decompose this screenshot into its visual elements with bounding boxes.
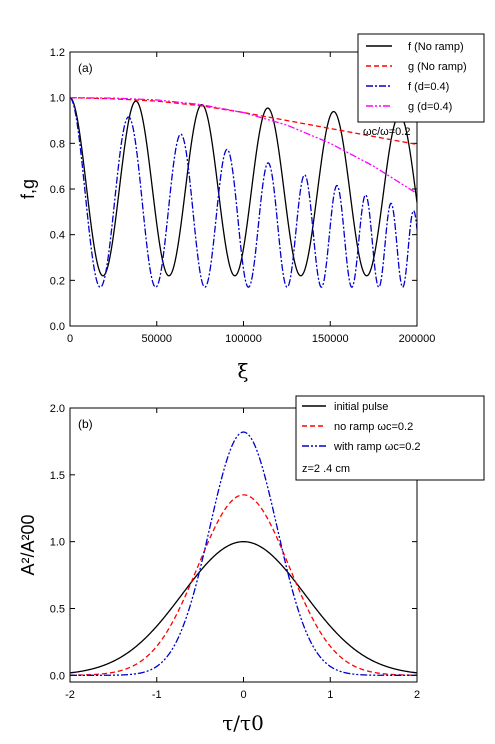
panel-b-series-line-0 <box>69 541 418 674</box>
panel-b-y-tick-label: 0.0 <box>50 670 65 682</box>
panel-b-series <box>69 431 418 676</box>
panel-a-series-line-2 <box>69 97 418 288</box>
legend-label-initial-pulse: initial pulse <box>334 401 388 413</box>
panel-a-y-tick-label: 0.2 <box>50 275 65 287</box>
panel-b-x-tick-label: 2 <box>414 689 420 701</box>
panel-b-y-tick-label: 0.5 <box>50 603 65 615</box>
panel-a-series-line-3 <box>69 97 418 195</box>
panel-b-ticks: -2 -1 0 1 2 0.0 0.5 1.0 1.5 2.0 <box>50 403 420 701</box>
panel-b-x-tick-label: -2 <box>65 689 75 701</box>
panel-a-y-tick-label: 1.2 <box>50 47 65 59</box>
panel-b-label: (b) <box>78 417 93 431</box>
panel-b-legend-box <box>295 395 485 481</box>
legend-label-g-d04: g (d=0.4) <box>408 101 452 113</box>
panel-a-plot-frame <box>69 51 418 327</box>
panel-a-legend: f (No ramp) g (No ramp) f (d=0.4) g (d=0… <box>357 33 485 123</box>
panel-b-series-line-1 <box>69 494 418 676</box>
legend-label-g-no-ramp: g (No ramp) <box>408 61 467 73</box>
panel-a-series-line-1 <box>69 97 418 146</box>
panel-b-y-tick-label: 2.0 <box>50 403 65 415</box>
chart-panel-b: -2 -1 0 1 20.00.51.01.52.0 (b) τ/τ0 A²/A²00 … <box>18 395 485 735</box>
panel-a-x-tick-label: 100000 <box>225 333 262 345</box>
panel-a-y-axis-title: f,g <box>18 179 38 199</box>
panel-a-label: (a) <box>78 61 93 75</box>
panel-a-series-line-0 <box>69 97 418 277</box>
panel-a-note: ωc/ω=0.2 <box>363 126 410 138</box>
panel-a-x-tick-label: 150000 <box>312 333 349 345</box>
panel-a-ticks: 0 50000 100000 150000 200000 0.0 0.2 0.4 0.6 0.8 1… <box>50 47 436 345</box>
panel-b-x-tick-label: -1 <box>152 689 162 701</box>
panel-a-y-tick-label: 0.0 <box>50 321 65 333</box>
panel-a-legend-box <box>357 33 485 123</box>
panel-b-note: z=2 .4 cm <box>302 463 350 475</box>
panel-b-x-tick-label: 0 <box>240 689 246 701</box>
panel-a-x-tick-label: 0 <box>67 333 73 345</box>
panel-b-x-tick-label: 1 <box>327 689 333 701</box>
panel-a-series <box>69 97 418 288</box>
legend-label-f-d04: f (d=0.4) <box>408 81 449 93</box>
panel-b-legend: initial pulse no ramp ωc=0.2 with ramp ω… <box>295 395 485 481</box>
legend-label-no-ramp: no ramp ωc=0.2 <box>334 421 413 433</box>
panel-b-y-tick-label: 1.5 <box>50 470 65 482</box>
panel-b-x-axis-title: τ/τ0 <box>222 711 264 735</box>
legend-label-f-no-ramp: f (No ramp) <box>408 41 464 53</box>
panel-a-y-tick-label: 1.0 <box>50 93 65 105</box>
panel-a-y-tick-label: 0.4 <box>50 230 65 242</box>
panel-a-y-tick-label: 0.8 <box>50 138 65 150</box>
panel-b-y-tick-label: 1.0 <box>50 537 65 549</box>
panel-b-series-line-2 <box>70 431 417 676</box>
panel-b-y-axis-title: A²/A²00 <box>18 514 38 575</box>
chart-panel-a: 0 50000 100000 150000 200000 0.0 0.2 0.4 0.6 0.8 1… <box>18 33 485 383</box>
panel-a-x-tick-label: 50000 <box>141 333 172 345</box>
legend-label-with-ramp: with ramp ωc=0.2 <box>333 441 421 453</box>
panel-b-plot-frame <box>69 407 418 683</box>
panel-a-x-tick-label: 200000 <box>399 333 436 345</box>
panel-a-x-axis-title: ξ <box>237 359 248 383</box>
panel-a-y-tick-label: 0.6 <box>50 184 65 196</box>
